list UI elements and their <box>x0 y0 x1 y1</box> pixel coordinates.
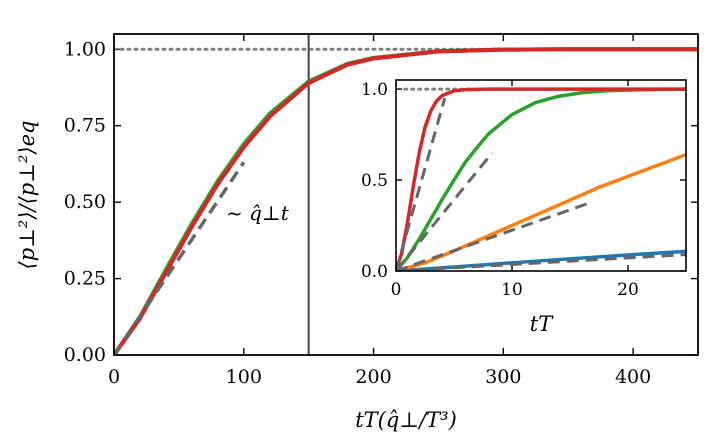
x-tick-label-main-0: 0 <box>108 366 120 388</box>
main-y-axis-label: ⟨p⊥²⟩/⟨p⊥²⟩eq <box>15 121 39 270</box>
inset-series-red-linear-fit <box>396 97 447 271</box>
x-tick-label-inset-0: 0 <box>391 280 402 300</box>
inset-background <box>396 80 686 271</box>
linear-growth-annotation: ~ q̂⊥t <box>226 201 290 225</box>
y-tick-label-inset-0: 0.0 <box>361 262 388 282</box>
main-series <box>114 34 698 355</box>
inset-frame <box>395 79 687 272</box>
y-tick-label-inset-1: 1.0 <box>361 80 388 100</box>
main-series-linear-fit <box>114 161 246 355</box>
y-tick-label-inset-0.5: 0.5 <box>361 171 388 191</box>
y-tick-label-main-0.25: 0.25 <box>64 268 106 290</box>
main-x-axis-label: tT(q̂⊥/T³) <box>355 408 457 432</box>
inset-ticks: 0 10 20 0.0 0.5 1.0 <box>361 80 686 300</box>
x-tick-label-main-400: 400 <box>615 366 651 388</box>
inset-x-axis-label: tT <box>530 312 554 336</box>
inset-series-red <box>396 87 686 271</box>
x-tick-label-inset-20: 20 <box>617 280 639 300</box>
main-frame <box>113 33 699 356</box>
y-tick-label-main-0.75: 0.75 <box>64 115 106 137</box>
inset-series-blue-linear-fit <box>396 253 686 271</box>
inset-series-green-linear-fit <box>396 151 494 271</box>
inset-plot: 0 10 20 0.0 0.5 1.0 <box>361 79 687 300</box>
y-tick-label-main-0: 0.00 <box>64 344 106 366</box>
x-tick-label-main-100: 100 <box>226 366 262 388</box>
y-tick-label-main-1: 1.00 <box>64 38 106 60</box>
y-tick-label-main-0.5: 0.50 <box>64 191 106 213</box>
inset-series <box>396 87 686 271</box>
x-tick-label-main-200: 200 <box>355 366 391 388</box>
x-tick-label-main-300: 300 <box>485 366 521 388</box>
inset-series-orange-linear-fit <box>396 202 588 271</box>
main-series-red <box>114 47 698 355</box>
inset-series-orange <box>396 152 686 271</box>
x-tick-label-inset-10: 10 <box>501 280 523 300</box>
